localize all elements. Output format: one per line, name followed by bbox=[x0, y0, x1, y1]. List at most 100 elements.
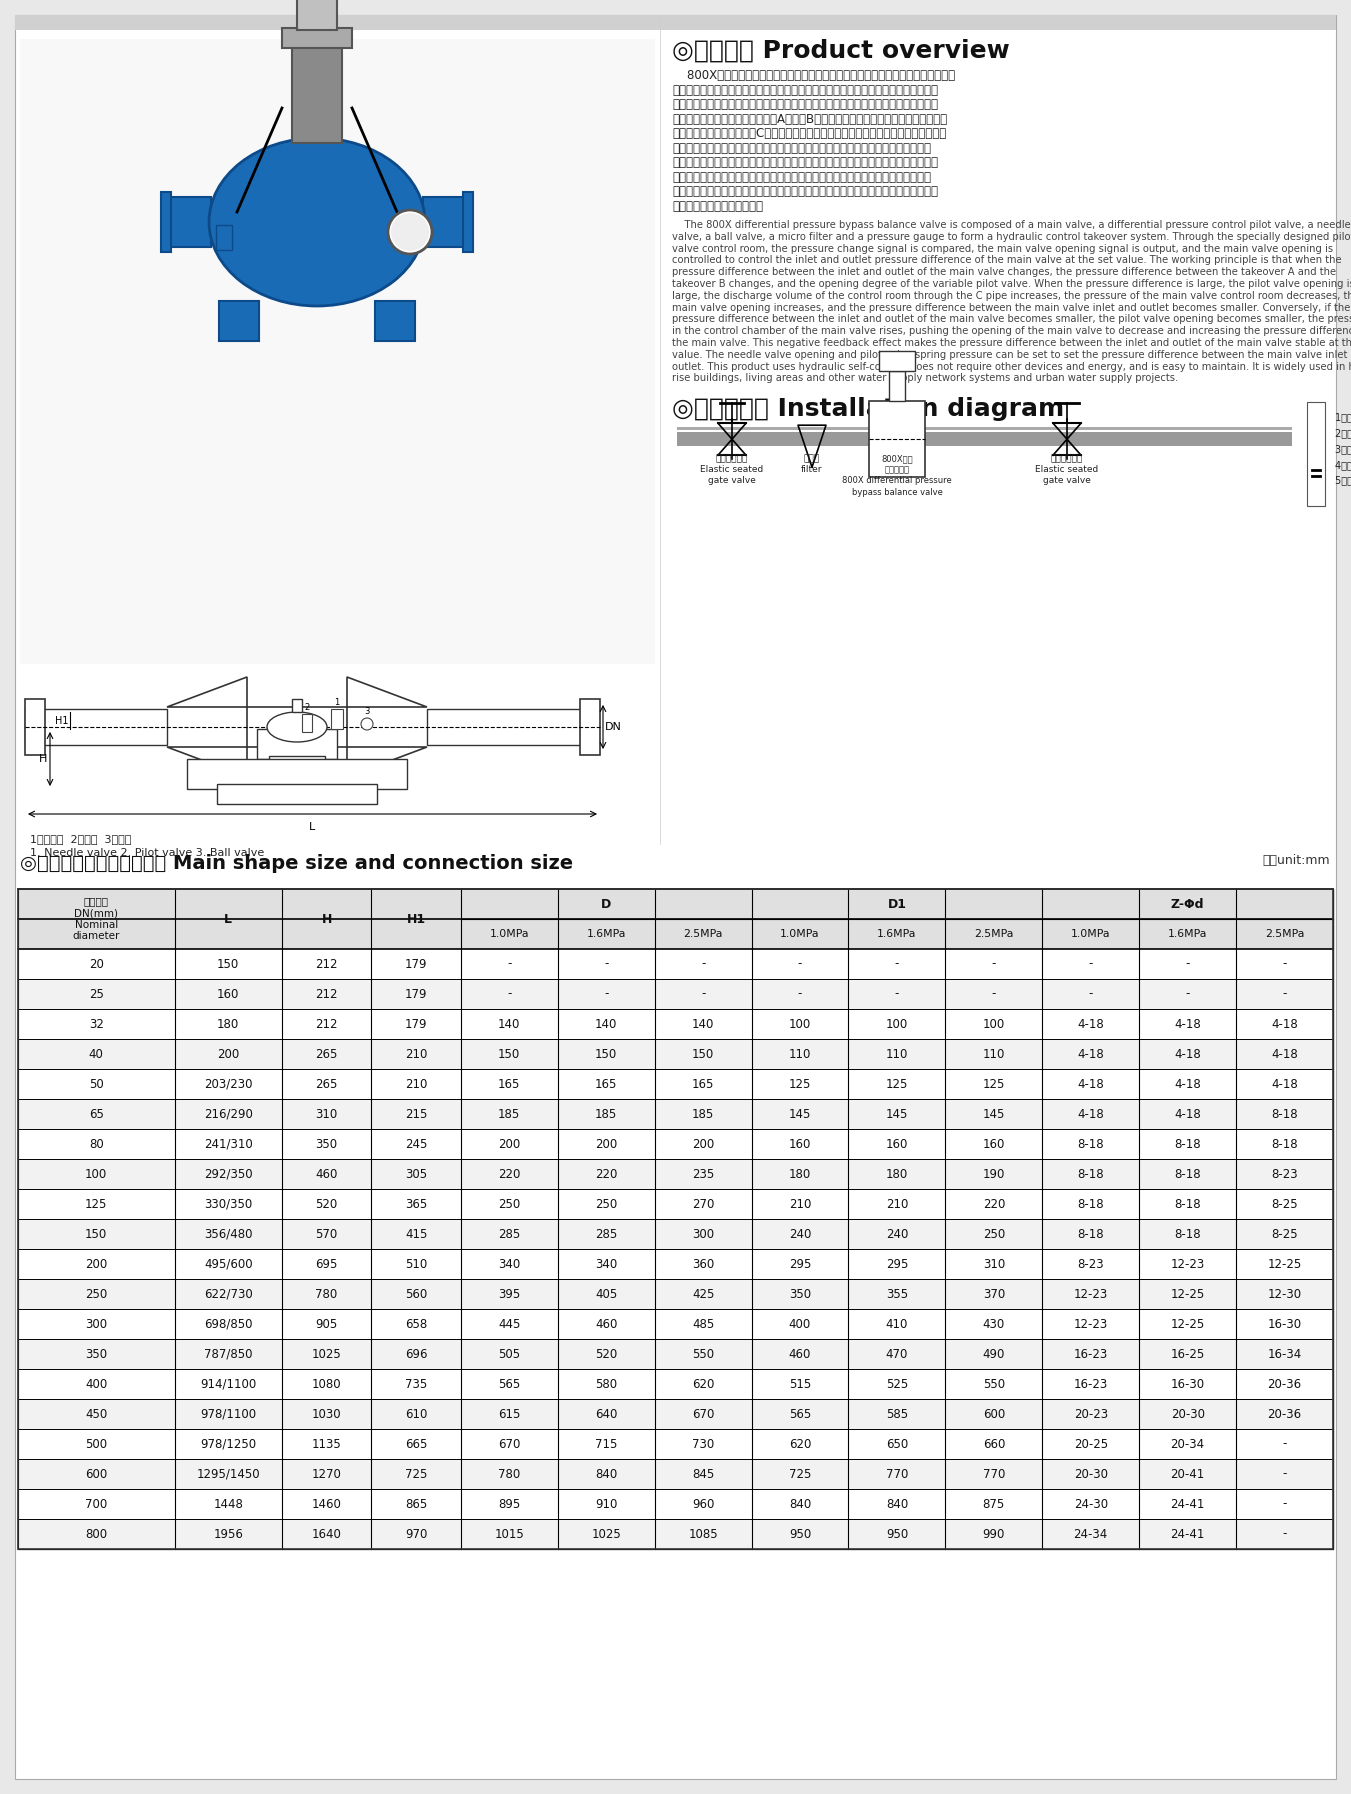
Text: 570: 570 bbox=[316, 1227, 338, 1240]
Text: -: - bbox=[1089, 987, 1093, 1001]
Bar bbox=[18, 1430, 1333, 1459]
Text: 845: 845 bbox=[692, 1467, 715, 1480]
Text: 145: 145 bbox=[886, 1107, 908, 1121]
Text: H1: H1 bbox=[54, 716, 68, 725]
Text: 2、针阀 Needle valve: 2、针阀 Needle valve bbox=[1335, 429, 1351, 438]
Bar bbox=[282, 29, 353, 48]
Bar bbox=[161, 192, 172, 251]
Text: 960: 960 bbox=[692, 1498, 715, 1511]
Text: 20-34: 20-34 bbox=[1170, 1437, 1205, 1451]
Text: 4-18: 4-18 bbox=[1174, 1107, 1201, 1121]
Text: 700: 700 bbox=[85, 1498, 107, 1511]
Text: 978/1100: 978/1100 bbox=[200, 1408, 257, 1421]
Text: 265: 265 bbox=[315, 1078, 338, 1091]
Text: 210: 210 bbox=[405, 1048, 427, 1060]
Text: takeover B changes, and the opening degree of the variable pilot valve. When the: takeover B changes, and the opening degr… bbox=[671, 280, 1351, 289]
Text: 660: 660 bbox=[982, 1437, 1005, 1451]
Text: 241/310: 241/310 bbox=[204, 1137, 253, 1150]
Text: 8-25: 8-25 bbox=[1271, 1198, 1298, 1211]
Text: 12-23: 12-23 bbox=[1074, 1288, 1108, 1301]
Text: -: - bbox=[1282, 1437, 1286, 1451]
Text: 150: 150 bbox=[218, 958, 239, 971]
Bar bbox=[372, 890, 461, 949]
Text: 550: 550 bbox=[982, 1378, 1005, 1390]
Text: 4、球阀 Ball valve: 4、球阀 Ball valve bbox=[1335, 461, 1351, 470]
Text: 495/600: 495/600 bbox=[204, 1258, 253, 1270]
Text: 2: 2 bbox=[304, 703, 309, 712]
Text: large, the discharge volume of the control room through the C pipe increases, th: large, the discharge volume of the contr… bbox=[671, 291, 1351, 301]
Text: L: L bbox=[309, 822, 316, 832]
Text: 100: 100 bbox=[789, 1017, 811, 1030]
Text: pressure difference between the inlet and outlet of the main valve becomes small: pressure difference between the inlet an… bbox=[671, 314, 1351, 325]
Text: 180: 180 bbox=[218, 1017, 239, 1030]
Text: 4-18: 4-18 bbox=[1271, 1048, 1298, 1060]
Text: H1: H1 bbox=[407, 913, 426, 926]
Text: 240: 240 bbox=[886, 1227, 908, 1240]
Text: -: - bbox=[1282, 987, 1286, 1001]
Text: 200: 200 bbox=[218, 1048, 239, 1060]
Text: 1: 1 bbox=[335, 698, 339, 707]
Text: -: - bbox=[894, 958, 900, 971]
Text: 370: 370 bbox=[982, 1288, 1005, 1301]
Bar bbox=[18, 1189, 1333, 1218]
Text: 285: 285 bbox=[499, 1227, 520, 1240]
Text: 292/350: 292/350 bbox=[204, 1168, 253, 1180]
Text: 4-18: 4-18 bbox=[1077, 1107, 1104, 1121]
Text: 2.5MPa: 2.5MPa bbox=[1265, 929, 1304, 938]
Text: -: - bbox=[604, 958, 608, 971]
Text: 160: 160 bbox=[886, 1137, 908, 1150]
Text: 270: 270 bbox=[692, 1198, 715, 1211]
Text: 735: 735 bbox=[405, 1378, 427, 1390]
Text: 165: 165 bbox=[594, 1078, 617, 1091]
Text: 125: 125 bbox=[982, 1078, 1005, 1091]
Text: 12-23: 12-23 bbox=[1074, 1317, 1108, 1331]
Bar bbox=[580, 700, 600, 755]
Text: 弹性座封闸阀
Elastic seated
gate valve: 弹性座封闸阀 Elastic seated gate valve bbox=[700, 454, 763, 486]
Bar bbox=[303, 714, 312, 732]
Text: 200: 200 bbox=[499, 1137, 520, 1150]
Bar bbox=[20, 39, 655, 664]
Text: 780: 780 bbox=[316, 1288, 338, 1301]
Text: 12-25: 12-25 bbox=[1170, 1288, 1205, 1301]
Text: 295: 295 bbox=[789, 1258, 811, 1270]
Text: 140: 140 bbox=[499, 1017, 520, 1030]
Text: 210: 210 bbox=[886, 1198, 908, 1211]
Bar bbox=[18, 1459, 1333, 1489]
Text: 670: 670 bbox=[692, 1408, 715, 1421]
Text: 365: 365 bbox=[405, 1198, 427, 1211]
Text: 840: 840 bbox=[594, 1467, 617, 1480]
Text: -: - bbox=[992, 958, 996, 971]
Text: 620: 620 bbox=[692, 1378, 715, 1390]
Text: 1448: 1448 bbox=[213, 1498, 243, 1511]
Text: 200: 200 bbox=[85, 1258, 107, 1270]
Text: rise buildings, living areas and other water supply network systems and urban wa: rise buildings, living areas and other w… bbox=[671, 373, 1178, 384]
Text: 180: 180 bbox=[886, 1168, 908, 1180]
Text: 215: 215 bbox=[405, 1107, 427, 1121]
Text: 550: 550 bbox=[692, 1347, 715, 1360]
Text: 25: 25 bbox=[89, 987, 104, 1001]
Text: 80: 80 bbox=[89, 1137, 104, 1150]
Text: 1.6MPa: 1.6MPa bbox=[877, 929, 916, 938]
Text: 1460: 1460 bbox=[312, 1498, 342, 1511]
Text: 100: 100 bbox=[886, 1017, 908, 1030]
Text: 20-36: 20-36 bbox=[1267, 1378, 1301, 1390]
Text: 305: 305 bbox=[405, 1168, 427, 1180]
Text: 640: 640 bbox=[594, 1408, 617, 1421]
Text: 220: 220 bbox=[499, 1168, 520, 1180]
Bar bbox=[257, 728, 336, 759]
Text: 8-18: 8-18 bbox=[1174, 1168, 1201, 1180]
Text: 1.6MPa: 1.6MPa bbox=[586, 929, 626, 938]
Text: -: - bbox=[798, 958, 802, 971]
Text: 179: 179 bbox=[405, 958, 427, 971]
Bar bbox=[1306, 402, 1325, 506]
Text: pressure difference between the inlet and outlet of the main valve changes, the : pressure difference between the inlet an… bbox=[671, 267, 1336, 278]
Text: 425: 425 bbox=[692, 1288, 715, 1301]
Text: 100: 100 bbox=[85, 1168, 107, 1180]
Bar bbox=[18, 980, 1333, 1008]
Text: 800X压差
旁通平衡阀
800X differential pressure
bypass balance valve: 800X压差 旁通平衡阀 800X differential pressure … bbox=[842, 454, 952, 497]
Bar bbox=[18, 1338, 1333, 1369]
Text: 220: 220 bbox=[594, 1168, 617, 1180]
Bar bbox=[677, 432, 1292, 447]
Text: 8-18: 8-18 bbox=[1271, 1107, 1298, 1121]
Bar bbox=[18, 890, 1333, 1548]
